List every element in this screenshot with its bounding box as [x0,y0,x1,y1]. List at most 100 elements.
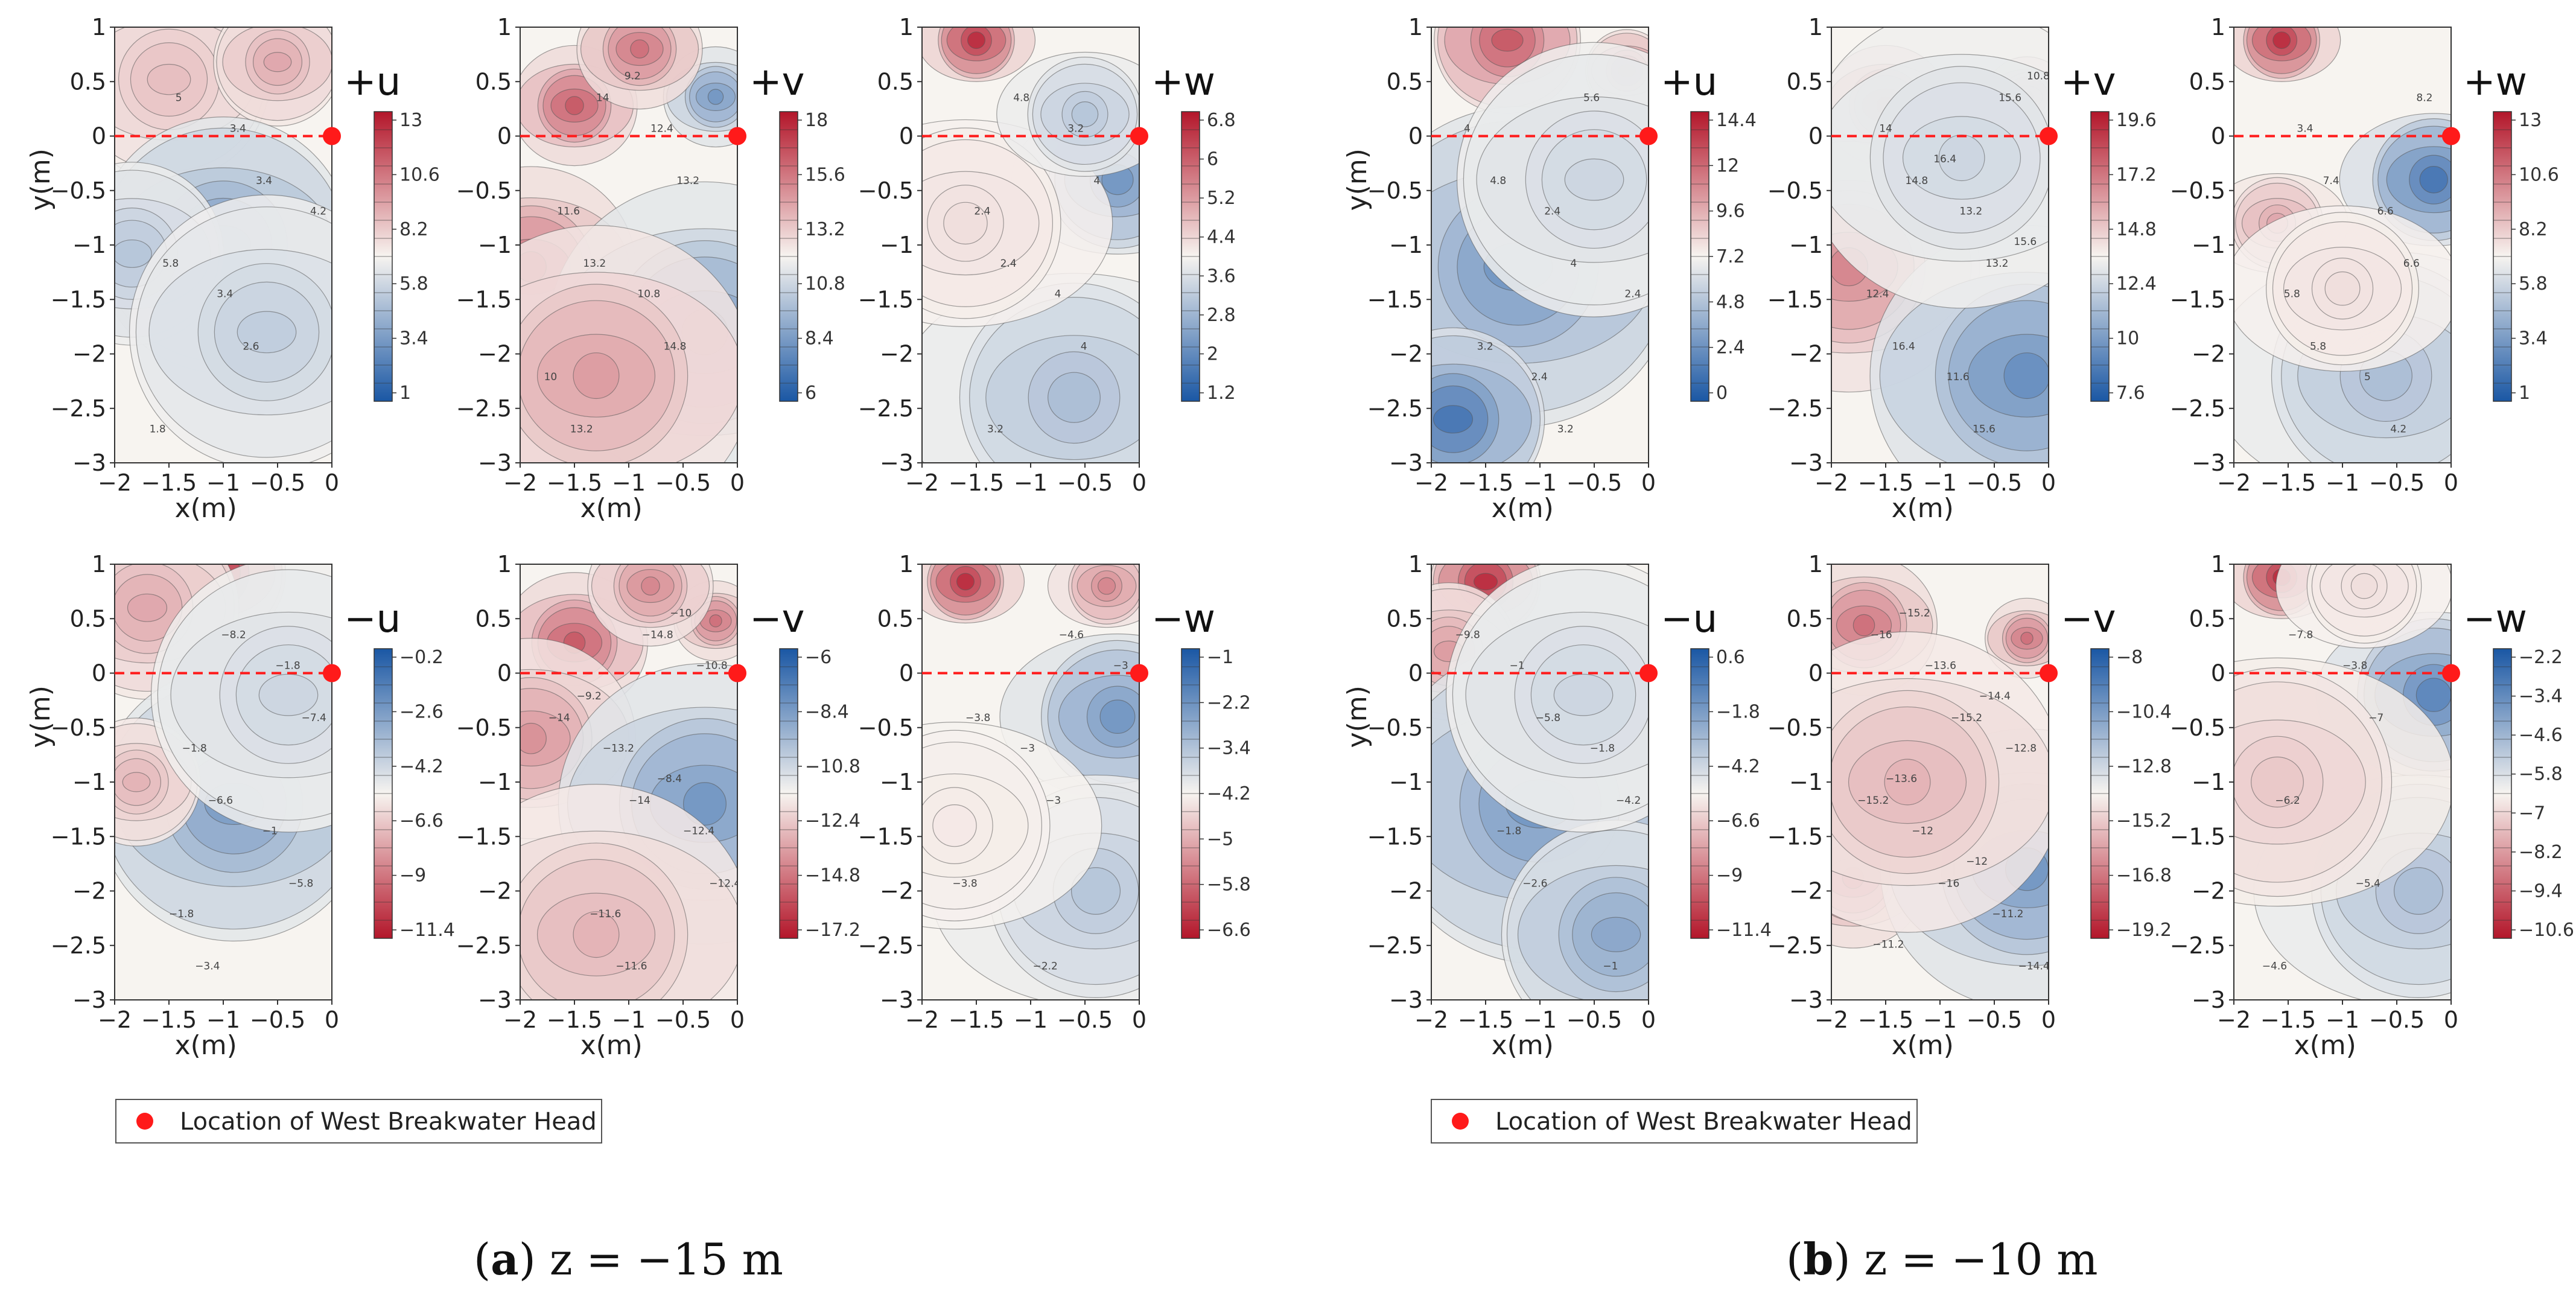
contour-label: 5 [176,92,182,104]
colorbar-tick-label: −7 [2519,803,2545,824]
panel-title: +u [1661,60,1717,104]
x-tick-label: −1 [2326,469,2359,496]
contour-panel-a-5: −14.8 −14 −14 −12.4 −11.6 −10.8 −13.2 −12.4 −11.… [456,551,860,1061]
contour-label: −7 [2368,712,2384,724]
y-tick-label: −1.5 [2170,823,2225,850]
contour-label: 13.2 [583,258,606,270]
y-tick-label: −2 [880,341,914,367]
x-tick-label: −1.5 [547,469,602,496]
caption-b-text: z = −10 m [1864,1234,2097,1285]
y-tick-label: 0.5 [877,68,914,95]
x-tick-label: −2 [905,1007,939,1033]
panel-title: +w [1151,60,1215,104]
contour-label: −8.2 [221,629,246,641]
colorbar-tick-label: −4.2 [1716,756,1760,777]
contour-field: 14 13.2 13.2 14.8 13.2 12.4 11.6 10.8 10 9.2 [520,27,737,463]
contour-field: −7.8 −7 −6.2 −5.4 −4.6 −3.8 [2234,564,2451,1000]
colorbar-tick-label: −2.2 [2519,647,2563,668]
x-tick-label: −0.5 [2369,1007,2425,1033]
x-axis-label: x(m) [1492,493,1554,524]
colorbar-tick-label: 2 [1207,343,1218,364]
x-tick-label: −1.5 [2260,1007,2316,1033]
y-tick-label: −2 [72,341,106,367]
y-tick-label: −0.5 [456,714,512,741]
contour-band [2415,678,2451,712]
colorbar-tick-label: 3.4 [2519,328,2548,349]
panel-title: −u [344,597,401,641]
contour-band [1099,699,1136,734]
contour-label: −12.4 [709,877,740,889]
contour-label: 3.4 [256,175,272,187]
y-tick-label: −0.5 [858,177,914,204]
colorbar: −8 −10.4 −12.8 −15.2 −16.8 −19.2 [2090,647,2172,941]
x-axis-label: x(m) [580,493,643,524]
y-tick-label: −2 [478,878,512,905]
y-axis-label: y(m) [1342,685,1373,748]
colorbar: −1 −2.2 −3.4 −4.2 −5 −5.8 −6.6 [1181,647,1251,941]
y-tick-label: −1 [72,232,106,258]
y-tick-label: −2.5 [858,932,914,959]
colorbar-tick-label: 18 [805,110,828,131]
contour-band [2393,867,2444,915]
x-tick-label: −1.5 [141,469,197,496]
panel-title: −v [2061,597,2116,641]
colorbar-tick-label: 17.2 [2116,164,2157,185]
y-tick-label: −1.5 [51,286,106,313]
contour-field: −16 −15.2 −15.2 −16 −14.4 −13.6 −12.8 −12 −11.2 −… [1831,564,2049,1000]
y-tick-label: −1 [478,769,512,795]
colorbar-tick-label: 12 [1716,155,1739,176]
x-tick-label: 0 [730,1007,745,1033]
colorbar-tick-label: −8.4 [805,701,849,722]
y-tick-label: 1 [497,14,512,40]
legend-box-a: Location of West Breakwater Head [115,1099,602,1144]
colorbar-tick-label: 13.2 [805,219,845,240]
colorbar-tick-label: 10.6 [399,164,440,185]
y-tick-label: −0.5 [2170,714,2225,741]
contour-field: −14.8 −14 −14 −12.4 −11.6 −10.8 −13.2 −12.4 −11.… [520,564,740,1000]
contour-label: 15.6 [1973,423,1996,435]
contour-label: 2.4 [1531,371,1548,383]
contour-label: −3 [1020,742,1035,754]
contour-label: 2.6 [243,340,259,352]
colorbar-tick-label: 15.6 [805,164,845,185]
contour-label: 2.4 [974,205,990,217]
y-tick-label: −0.5 [1367,177,1423,204]
y-tick-label: 1 [497,551,512,577]
breakwater-head-marker [1639,127,1658,145]
contour-label: −1 [1603,960,1618,972]
contour-band [943,202,988,245]
colorbar-tick-label: −8 [2116,647,2143,668]
y-tick-label: 0 [899,660,914,687]
colorbar: 19.6 17.2 14.8 12.4 10 7.6 [2090,110,2157,404]
contour-label: 3.2 [1067,122,1084,135]
breakwater-head-marker [2442,127,2460,145]
colorbar-tick-label: 14.8 [2116,219,2157,240]
contour-label: −12.4 [683,825,714,838]
x-tick-label: −0.5 [1967,1007,2022,1033]
colorbar-tick-label: 12.4 [2116,273,2157,294]
colorbar-tick-label: −8.2 [2519,842,2563,863]
contour-band [2020,632,2034,645]
x-tick-label: −2 [98,469,132,496]
y-tick-label: 0 [2211,123,2225,150]
y-tick-label: 0 [497,660,512,687]
contour-label: −1 [1510,660,1525,672]
x-tick-label: −0.5 [2369,469,2425,496]
y-tick-label: 0 [1808,660,1823,687]
colorbar-tick-label: 10.6 [2519,164,2559,185]
x-tick-label: −1 [612,1007,646,1033]
colorbar: 0.6 −1.8 −4.2 −6.6 −9 −11.4 [1690,647,1772,941]
contour-label: 2.4 [1544,205,1560,217]
contour-band [1097,577,1116,595]
contour-label: 3.2 [987,423,1003,435]
colorbar: 13 10.6 8.2 5.8 3.4 1 [2493,110,2559,404]
contour-label: −16 [1871,629,1892,641]
y-tick-label: −2 [2192,341,2225,367]
contour-panel-b-1: 5.6 4.8 4 3.2 3.2 4 2.4 2.4 2.4 1 0.5 0 −0.5 −1 −1.5 −2… [1342,14,1757,524]
y-tick-label: −0.5 [1767,177,1823,204]
y-tick-label: −0.5 [456,177,512,204]
colorbar: 6.8 6 5.2 4.4 3.6 2.8 2 1.2 [1181,110,1236,404]
x-tick-label: −1 [1923,1007,1957,1033]
contour-panel-a-1: 53.45.82.61.83.44.23.410.50−0.5−1−1.5−2−… [25,14,440,524]
y-axis-label: y(m) [1342,148,1373,211]
